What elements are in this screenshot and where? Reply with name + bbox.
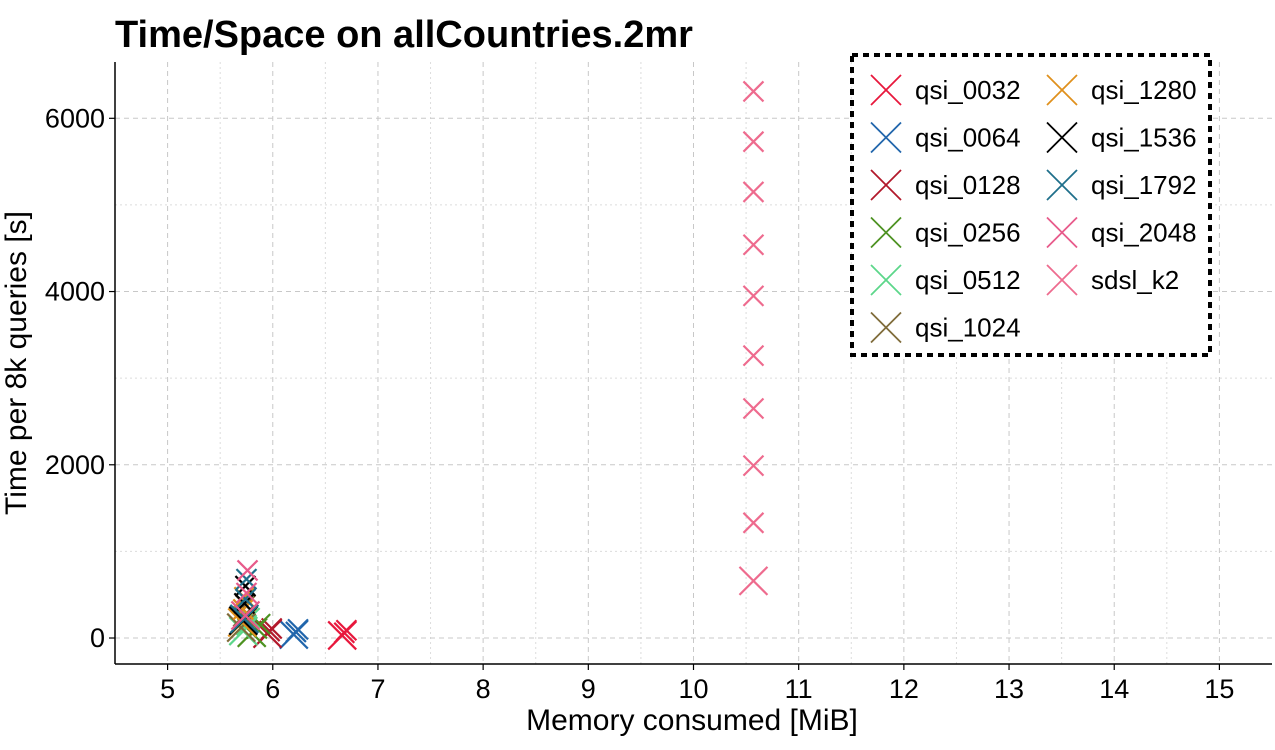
y-axis-title: Time per 8k queries [s] [0, 211, 33, 515]
point-qsi_0032 [335, 619, 358, 641]
point-sdsl_k2 [738, 566, 769, 596]
legend-label: qsi_2048 [1091, 218, 1197, 248]
point-qsi_1024 [226, 612, 256, 643]
legend-key-qsi_0128 [870, 169, 902, 201]
x-tick-label: 12 [889, 674, 919, 704]
y-tick-label: 6000 [45, 103, 105, 133]
x-tick-label: 13 [994, 674, 1024, 704]
x-tick-label: 11 [785, 674, 813, 704]
point-sdsl_k2 [742, 512, 765, 534]
legend-label: qsi_0256 [915, 218, 1021, 248]
legend-box [850, 53, 1212, 357]
legend-key-qsi_1792 [1046, 169, 1078, 201]
point-qsi_1792 [229, 604, 260, 634]
legend-label: qsi_1280 [1091, 75, 1197, 105]
point-qsi_1792 [234, 588, 257, 610]
legend-label: qsi_0128 [915, 170, 1021, 200]
legend-label: qsi_1024 [915, 313, 1021, 343]
point-qsi_2048 [235, 582, 258, 604]
legend-key-qsi_1024 [870, 311, 902, 344]
y-tick-label: 4000 [45, 277, 105, 307]
x-tick-label: 15 [1204, 674, 1234, 704]
legend-key-qsi_0256 [870, 216, 902, 249]
legend-label: qsi_1792 [1091, 170, 1197, 200]
y-tick-label: 0 [90, 623, 105, 653]
point-sdsl_k2 [742, 233, 765, 256]
x-tick-label: 14 [1099, 674, 1129, 704]
legend-label: qsi_0512 [915, 265, 1021, 295]
point-sdsl_k2 [742, 454, 765, 477]
point-qsi_2048 [236, 559, 259, 582]
legend-key-qsi_1280 [1046, 74, 1078, 106]
x-tick-label: 7 [370, 674, 385, 704]
point-sdsl_k2 [742, 181, 765, 203]
legend-key-qsi_0064 [870, 121, 902, 154]
point-qsi_2048 [230, 600, 261, 631]
legend-key-sdsl_k2 [1046, 264, 1078, 296]
legend-key-qsi_0032 [870, 74, 902, 106]
legend: qsi_0032 qsi_0064 qsi_0128 qsi_0256 qsi_0512… [850, 53, 1212, 357]
legend-label: qsi_0064 [915, 123, 1021, 153]
legend-key-qsi_2048 [1046, 216, 1078, 249]
x-tick-label: 5 [160, 674, 175, 704]
point-sdsl_k2 [742, 130, 765, 153]
x-tick-label: 10 [678, 674, 708, 704]
point-sdsl_k2 [742, 285, 765, 307]
data-marks [226, 80, 769, 651]
axes: 5 6 7 8 9 10 11 12 13 14 15 0 2000 4000 6000 [45, 62, 1272, 704]
legend-key-qsi_0512 [870, 264, 902, 296]
x-tick-label: 9 [581, 674, 596, 704]
point-sdsl_k2 [742, 397, 765, 420]
legend-label: qsi_0032 [915, 75, 1021, 105]
legend-label: sdsl_k2 [1091, 265, 1179, 295]
legend-key-qsi_1536 [1046, 121, 1078, 154]
y-tick-label: 2000 [45, 450, 105, 480]
point-sdsl_k2 [742, 344, 765, 367]
point-sdsl_k2 [742, 80, 765, 103]
x-tick-label: 6 [265, 674, 280, 704]
x-tick-label: 8 [476, 674, 491, 704]
chart-title: Time/Space on allCountries.2mr [115, 14, 693, 56]
legend-label: qsi_1536 [1091, 123, 1197, 153]
point-qsi_0064 [287, 618, 309, 641]
x-axis-title: Memory consumed [MiB] [526, 704, 858, 737]
